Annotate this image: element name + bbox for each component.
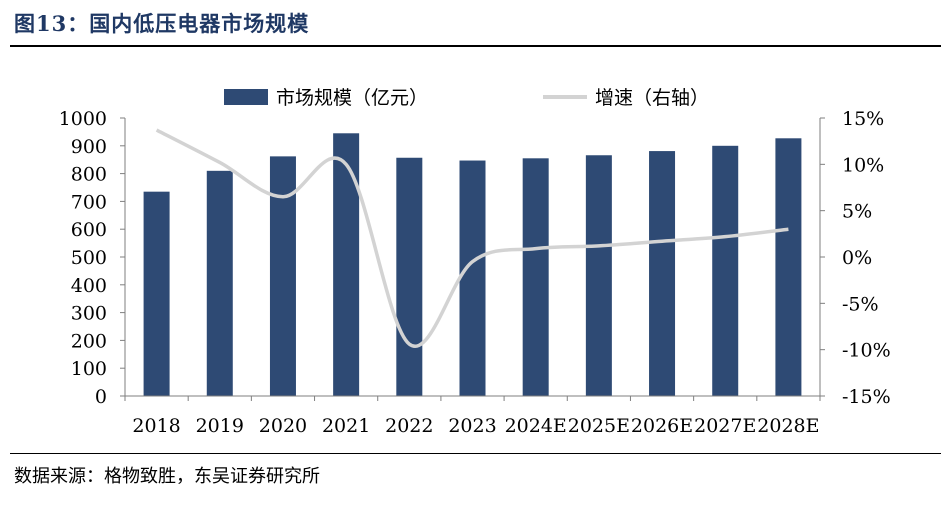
left-tick-label: 1000 xyxy=(59,108,107,130)
bar-2019 xyxy=(206,170,233,396)
bar-2025E xyxy=(585,155,612,396)
left-tick-label: 800 xyxy=(71,164,107,186)
bar-2021 xyxy=(333,133,360,397)
x-tick-label: 2028E xyxy=(757,415,819,437)
x-tick-label: 2026E xyxy=(631,415,693,437)
left-tick-label: 300 xyxy=(71,303,107,325)
bar-2027E xyxy=(712,145,739,396)
x-tick-label: 2027E xyxy=(694,415,756,437)
x-tick-label: 2019 xyxy=(196,415,244,437)
legend-line-label: 增速（右轴） xyxy=(595,87,709,109)
source-rule xyxy=(10,453,941,454)
bar-2018 xyxy=(143,191,170,396)
bar-2026E xyxy=(649,151,676,396)
x-tick-label: 2020 xyxy=(259,415,307,437)
x-tick-label: 2022 xyxy=(385,415,433,437)
bar-series xyxy=(143,133,802,397)
legend: 市场规模（亿元） 增速（右轴） xyxy=(224,87,709,109)
bar-2024E xyxy=(522,158,549,396)
right-tick-label: 0% xyxy=(842,247,872,269)
x-tick-label: 2018 xyxy=(132,415,180,437)
legend-bar-swatch xyxy=(224,89,268,105)
right-tick-label: -10% xyxy=(842,340,891,362)
legend-bar-label: 市场规模（亿元） xyxy=(276,87,428,109)
growth-line xyxy=(155,128,789,348)
left-tick-label: 100 xyxy=(71,358,107,380)
left-tick-label: 400 xyxy=(71,275,107,297)
x-tick-label: 2025E xyxy=(568,415,630,437)
right-tick-label: -5% xyxy=(842,293,879,315)
left-tick-label: 700 xyxy=(71,191,107,213)
right-tick-label: 10% xyxy=(842,154,884,176)
bar-2022 xyxy=(396,157,423,396)
left-tick-label: 600 xyxy=(71,219,107,241)
x-tick-label: 2024E xyxy=(505,415,567,437)
x-tick-label: 2023 xyxy=(448,415,496,437)
x-axis-ticks: 2018 2019 2020 2021 2022 2023 2024E 2025E 2026E 2… xyxy=(124,396,821,437)
bar-2028E xyxy=(775,138,802,396)
bar-2023 xyxy=(459,160,486,396)
left-tick-label: 0 xyxy=(95,386,107,408)
left-tick-label: 200 xyxy=(71,330,107,352)
right-tick-label: -15% xyxy=(842,386,891,408)
line-series xyxy=(155,128,789,348)
right-tick-label: 15% xyxy=(842,108,884,130)
left-axis-ticks: 0 100 200 300 400 500 600 700 800 900 1000 xyxy=(59,108,125,408)
right-axis-ticks: -15% -10% -5% 0% 5% 10% 15% xyxy=(820,108,891,408)
right-tick-label: 5% xyxy=(842,201,872,223)
source-note: 数据来源：格物致胜，东吴证券研究所 xyxy=(14,466,320,487)
title-rule xyxy=(10,45,941,47)
x-tick-label: 2021 xyxy=(322,415,370,437)
left-tick-label: 900 xyxy=(71,136,107,158)
left-tick-label: 500 xyxy=(71,247,107,269)
figure-title: 图13：国内低压电器市场规模 xyxy=(14,11,310,36)
